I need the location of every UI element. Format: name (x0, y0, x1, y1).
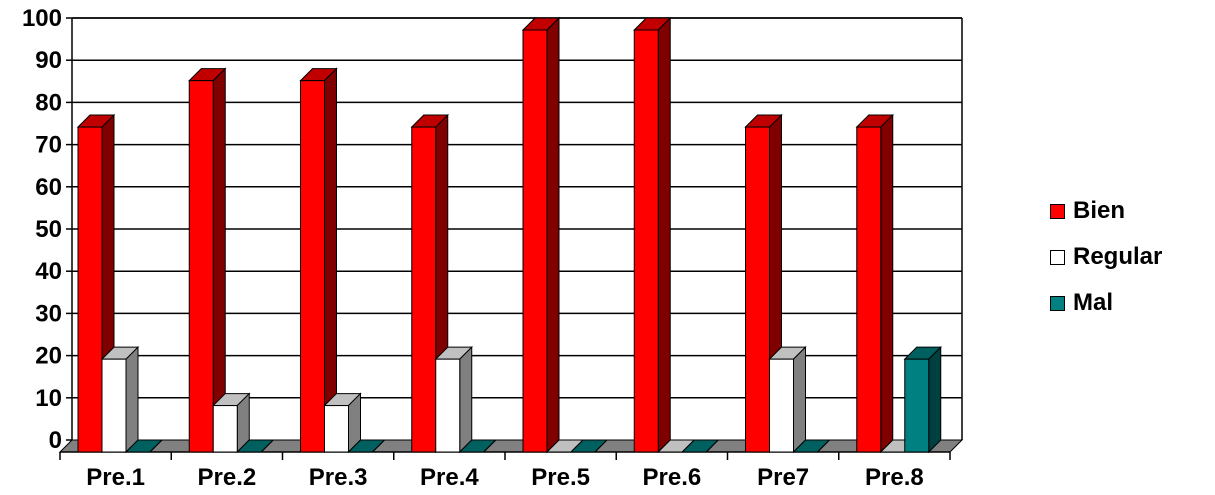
bar-mal-8 (904, 358, 930, 453)
y-tick-label: 70 (35, 132, 62, 159)
bar-regular-2 (212, 405, 238, 453)
bar-mal-1-side (149, 439, 163, 453)
x-tick-label: Pre.5 (531, 464, 590, 491)
bar-bien-6-side (657, 16, 671, 454)
y-tick-label: 10 (35, 385, 62, 412)
x-tick-label: Pre.2 (198, 464, 257, 491)
bar-mal-8-side (928, 345, 942, 454)
y-tick-label: 60 (35, 174, 62, 201)
bar-bien-1 (77, 126, 103, 453)
bar-regular-4 (435, 358, 461, 453)
bar-bien-5-side (546, 16, 560, 454)
bar-bien-8 (856, 126, 882, 453)
bar-bien-4 (411, 126, 437, 453)
bar-mal-2-side (260, 439, 274, 453)
bar-mal-5-side (594, 439, 608, 453)
legend-label-regular: Regular (1073, 243, 1163, 270)
legend-label-bien: Bien (1073, 197, 1126, 224)
y-tick-label: 100 (22, 5, 62, 32)
legend-swatch-mal (1050, 295, 1065, 311)
bar-mal-7-side (817, 439, 830, 453)
y-tick-label: 30 (35, 300, 62, 327)
bar-regular-1-side (125, 345, 139, 454)
y-tick-label: 0 (49, 427, 62, 454)
bar-bien-2 (188, 80, 214, 453)
y-tick-label: 50 (35, 216, 62, 243)
y-tick-label: 40 (35, 258, 62, 285)
bar-regular-1 (101, 358, 127, 453)
bar-regular-7 (769, 358, 794, 453)
bar-bien-6 (633, 29, 659, 453)
y-tick-label: 90 (35, 47, 62, 74)
y-tick-label: 20 (35, 343, 62, 370)
bar-bien-7 (745, 126, 770, 453)
x-tick-label: Pre.4 (420, 464, 479, 491)
bar-mal-6-side (705, 439, 719, 453)
bar-mal-4-side (483, 439, 497, 453)
x-tick-label: Pre7 (757, 464, 809, 491)
legend-item-regular: Regular (1050, 234, 1162, 280)
bar-mal-3-side (372, 439, 385, 453)
legend-item-mal: Mal (1050, 280, 1162, 326)
x-tick-label: Pre.1 (86, 464, 145, 491)
legend-item-bien: Bien (1050, 188, 1162, 234)
x-tick-label: Pre.6 (643, 464, 702, 491)
bar-bien-3 (300, 80, 325, 453)
bar-bien-2-side (212, 67, 226, 454)
legend-swatch-bien (1050, 203, 1065, 219)
x-tick-label: Pre.8 (865, 464, 924, 491)
legend: Bien Regular Mal (1050, 188, 1162, 326)
y-tick-label: 80 (35, 89, 62, 116)
legend-label-mal: Mal (1073, 289, 1114, 316)
bar-bien-5 (522, 29, 548, 453)
x-tick-label: Pre.3 (309, 464, 368, 491)
legend-swatch-regular (1050, 249, 1065, 265)
bar-regular-7-side (793, 345, 806, 454)
bar-regular-3 (324, 405, 349, 453)
bar-regular-4-side (459, 345, 473, 454)
bar-bien-8-side (880, 113, 894, 454)
bar-bien-3-side (324, 67, 337, 454)
